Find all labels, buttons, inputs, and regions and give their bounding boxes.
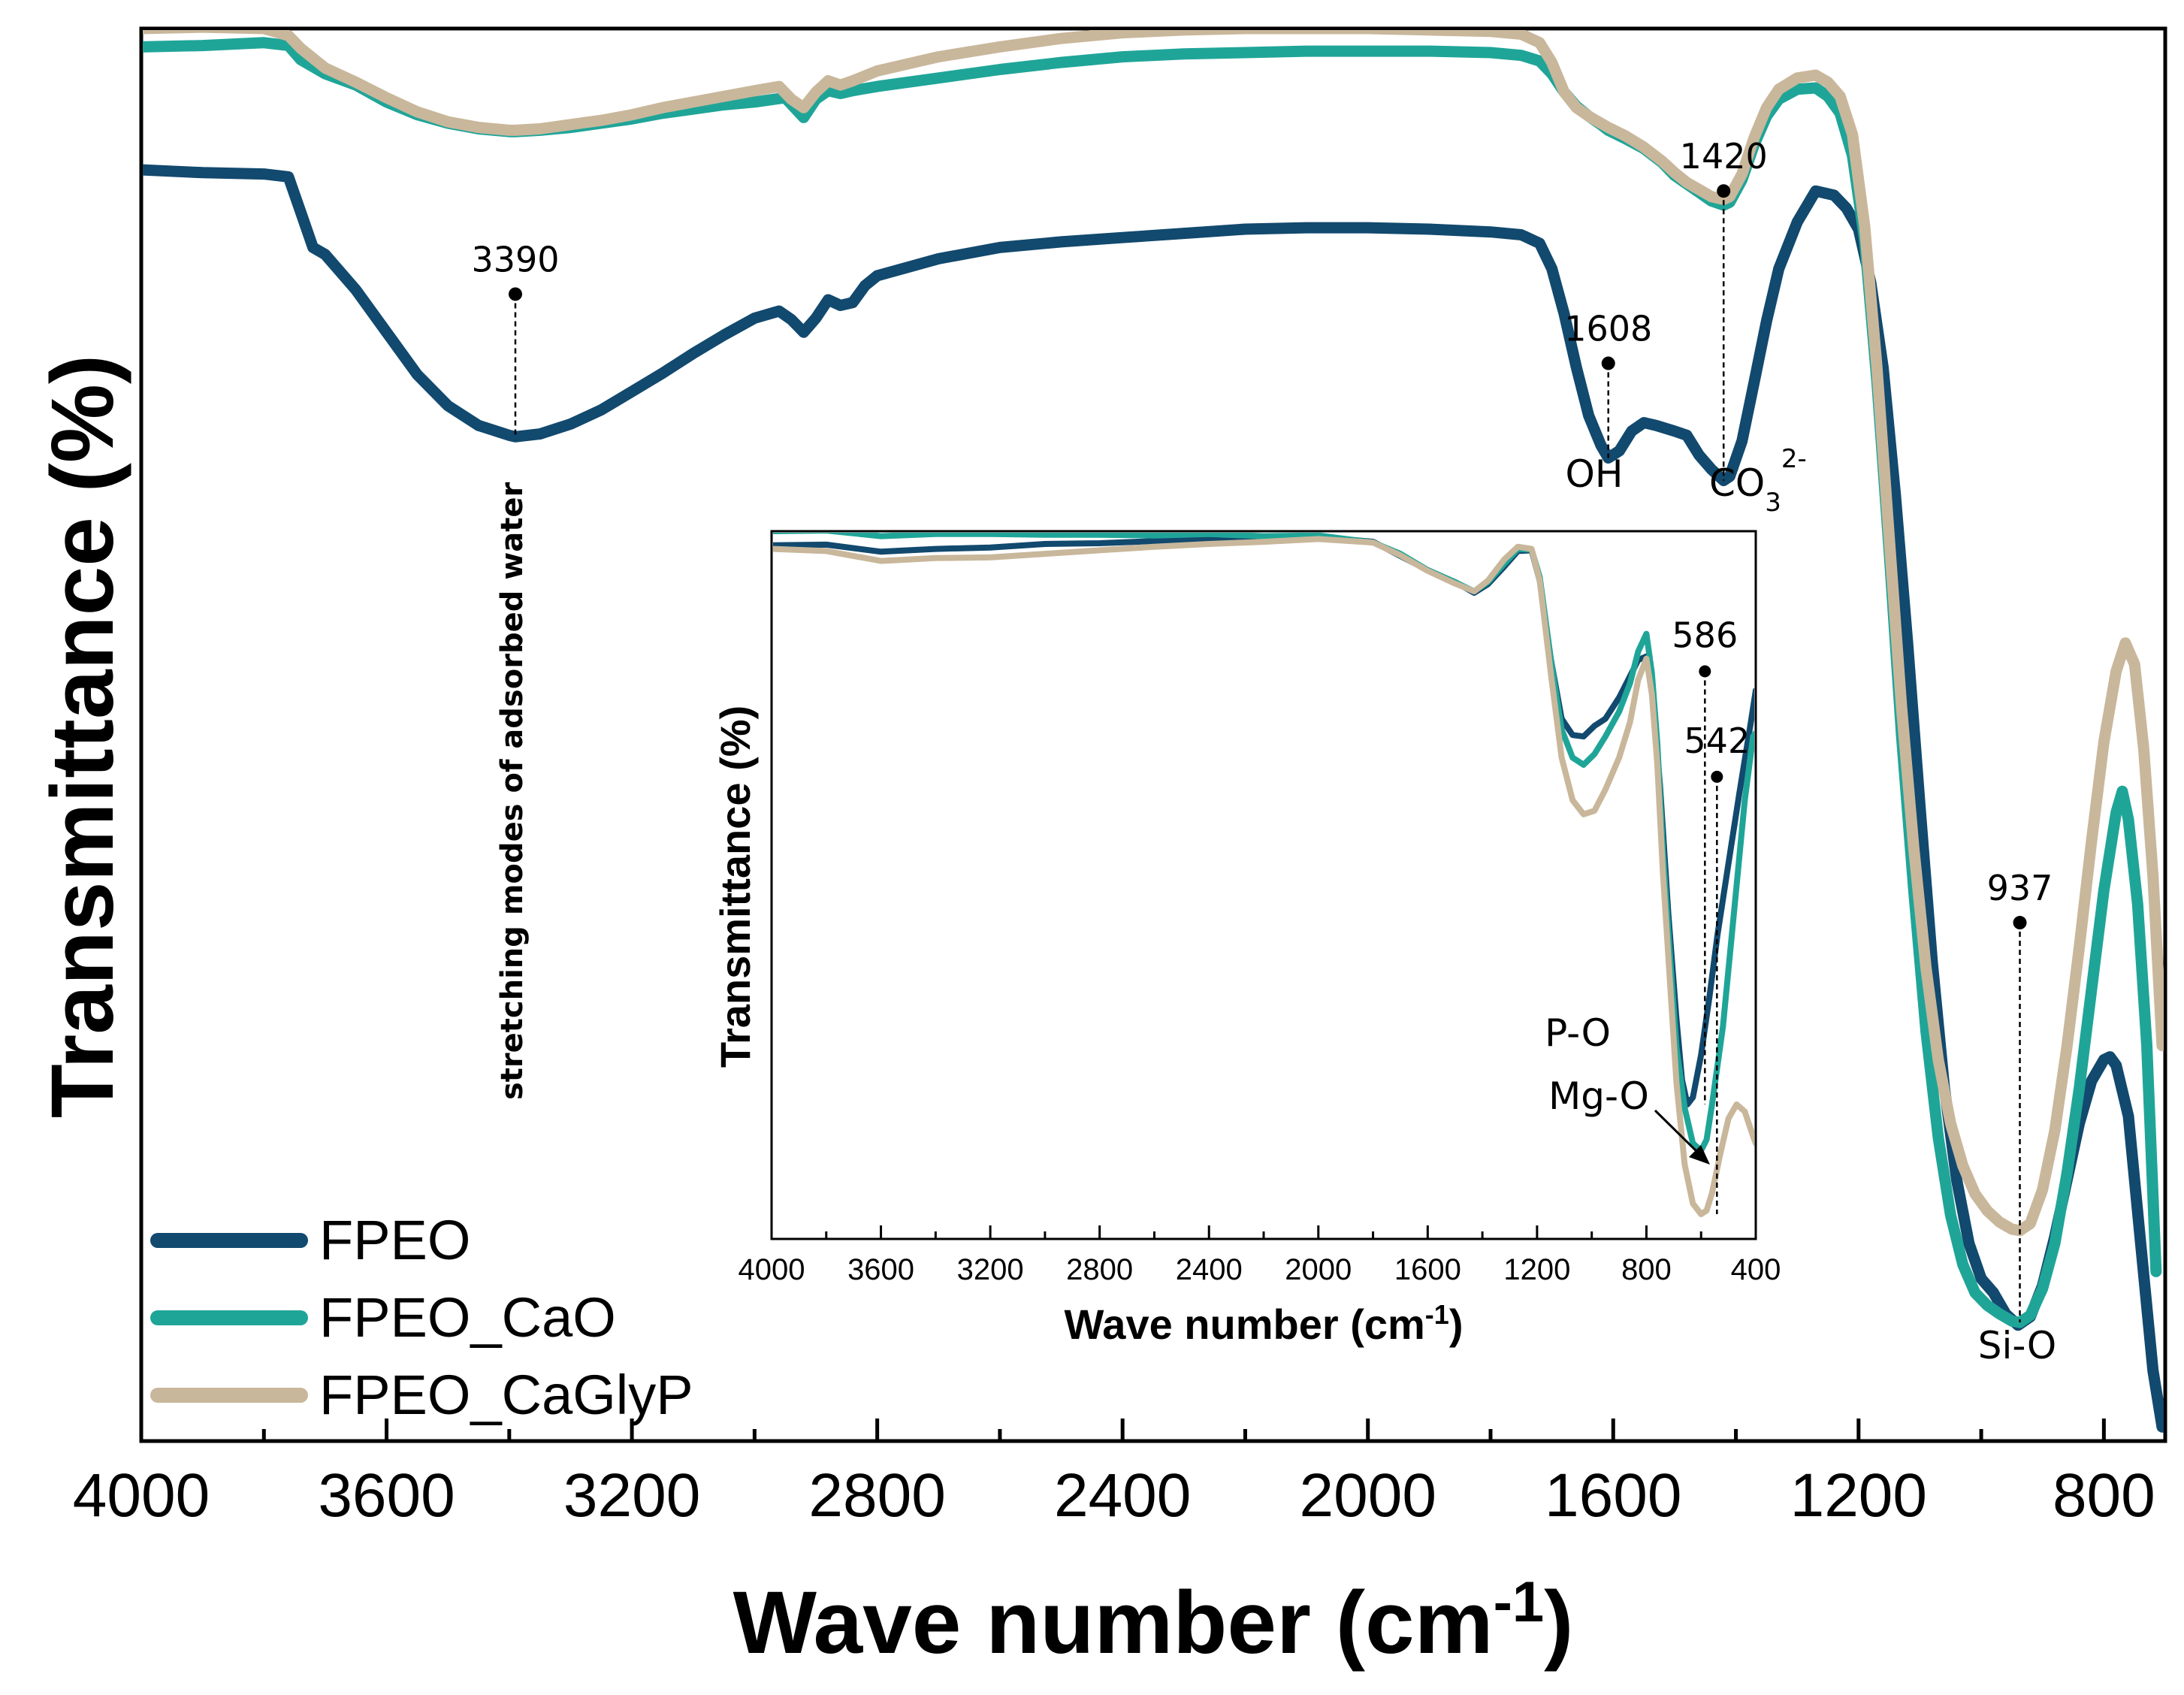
mgo-group-label: Mg-O: [1548, 1074, 1649, 1118]
inset-annotation-dot-586: [1699, 665, 1711, 678]
inset-x-axis-title: Wave number (cm-1): [1065, 1299, 1464, 1349]
mgo-arrow-head: [1689, 1145, 1710, 1165]
main-series-line-fpeo: [143, 164, 2164, 1433]
inset-x-tick-label-3600: 3600: [847, 1253, 914, 1286]
main-x-axis-title: Wave number (cm-1): [733, 1570, 1574, 1673]
main-annotation-dot-3390: [508, 287, 522, 301]
po-group-label: P-O: [1545, 1011, 1611, 1055]
main-annotation-label-3390: 3390: [471, 239, 559, 279]
inset-annotation-label-542: 542: [1684, 721, 1750, 761]
main-plot-frame: [139, 26, 2167, 1443]
legend-label-fpeo: FPEO: [319, 1209, 470, 1271]
legend-label-fpeo-caglyp: FPEO_CaGlyP: [319, 1364, 693, 1426]
main-annotation-dot-1608: [1601, 356, 1615, 370]
inset-x-tick-label-3200: 3200: [957, 1253, 1024, 1286]
inset-x-tick-label-400: 400: [1731, 1253, 1781, 1286]
main-x-tick-label-1600: 1600: [1545, 1461, 1681, 1530]
co3-group-label-text: CO: [1709, 461, 1765, 505]
main-x-axis-title-text: Wave number (cm: [733, 1573, 1494, 1672]
main-annotation-label-1608: 1608: [1564, 309, 1652, 349]
main-x-tick-label-2400: 2400: [1054, 1461, 1191, 1530]
main-annotation-label-937: 937: [1987, 868, 2053, 908]
main-x-tick-label-3600: 3600: [318, 1461, 455, 1530]
inset-x-tick-label-4000: 4000: [739, 1253, 805, 1286]
main-x-tick-label-2000: 2000: [1300, 1461, 1436, 1530]
main-x-tick-label-3200: 3200: [563, 1461, 700, 1530]
inset-annotation-dot-542: [1711, 770, 1723, 783]
inset-x-tick-label-1200: 1200: [1503, 1253, 1570, 1286]
inset-x-axis-title-text: Wave number (cm: [1065, 1301, 1425, 1348]
inset-x-axis-title-sup: -1: [1425, 1299, 1449, 1330]
main-x-tick-label-1200: 1200: [1790, 1461, 1927, 1530]
inset-series-line-fpeo-cao: [773, 533, 1754, 1154]
inset-x-tick-label-1600: 1600: [1394, 1253, 1461, 1286]
inset-x-ticks: 4000 3600 3200 2800 2400 2000 1600 1200 800 400: [739, 1225, 1781, 1286]
inset-x-tick-label-2400: 2400: [1176, 1253, 1243, 1286]
main-series-line-fpeo-caglyp: [143, 30, 2164, 1237]
main-annotations: 3390 1608 1420 937: [471, 136, 2053, 1323]
mgo-arrow-line: [1654, 1109, 1701, 1156]
inset-y-axis-title: Transmittance (%): [711, 705, 759, 1068]
main-annotation-dot-1420: [1717, 184, 1731, 198]
co3-group-label-sub: 3: [1765, 488, 1781, 518]
sio-group-label: Si-O: [1978, 1324, 2056, 1367]
inset-series-line-fpeo-caglyp: [773, 536, 1754, 1217]
inset-annotations: 586 542: [1672, 615, 1750, 1215]
inset-series-group: [773, 533, 1754, 1217]
main-x-tick-label-800: 800: [2053, 1461, 2155, 1530]
main-annotation-dot-937: [2013, 916, 2027, 930]
co3-group-label: CO32-: [1709, 444, 1807, 518]
inset-x-axis-title-close: ): [1449, 1301, 1464, 1348]
water-group-label: stretching modes of adsorbed water: [495, 482, 530, 1100]
inset-plot-frame: [770, 530, 1757, 1240]
main-y-axis-title: Transmittance (%): [33, 355, 132, 1118]
co3-group-label-sup: 2-: [1781, 444, 1807, 474]
inset-x-tick-label-800: 800: [1621, 1253, 1672, 1286]
main-x-axis-title-sup: -1: [1494, 1570, 1545, 1634]
inset-annotation-label-586: 586: [1672, 615, 1738, 656]
oh-group-label: OH: [1566, 452, 1624, 496]
main-x-tick-label-4000: 4000: [73, 1461, 210, 1530]
main-x-axis-title-close: ): [1544, 1573, 1573, 1672]
main-x-tick-label-2800: 2800: [808, 1461, 945, 1530]
main-annotation-label-1420: 1420: [1680, 136, 1768, 177]
legend: FPEO FPEO_CaO FPEO_CaGlyP: [150, 1209, 693, 1426]
inset-x-tick-label-2000: 2000: [1285, 1253, 1352, 1286]
inset-x-tick-label-2800: 2800: [1066, 1253, 1133, 1286]
main-series-group: [143, 30, 2164, 1433]
legend-label-fpeo-cao: FPEO_CaO: [319, 1286, 616, 1349]
main-x-ticks: 4000 3600 3200 2800 2400 2000 1600 1200 800: [73, 1419, 2155, 1530]
